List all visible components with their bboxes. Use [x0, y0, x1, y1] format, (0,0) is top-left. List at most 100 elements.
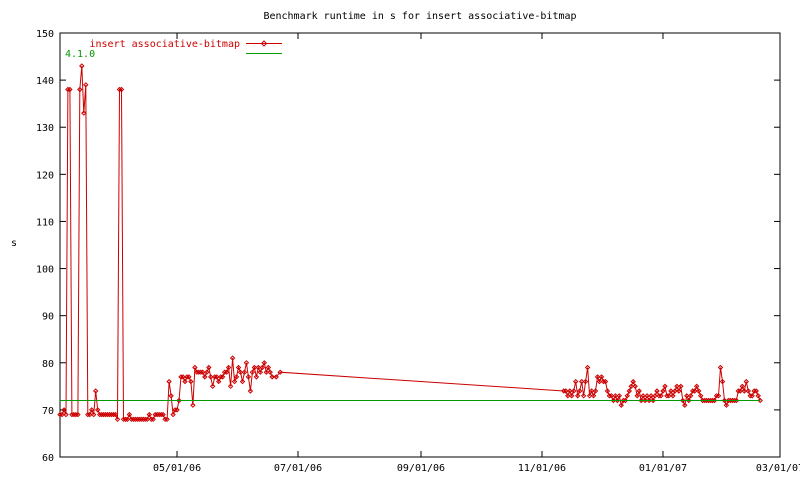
data-point [632, 383, 638, 390]
data-point [176, 397, 182, 404]
data-point [269, 374, 275, 380]
data-point [75, 411, 81, 418]
data-point [596, 378, 603, 385]
data-point [658, 393, 664, 399]
y-tick-label: 70 [42, 406, 54, 417]
data-point [273, 374, 279, 380]
data-point [112, 411, 119, 418]
y-tick-label: 100 [36, 265, 54, 276]
data-point [251, 364, 258, 371]
data-point [723, 402, 730, 408]
data-point [563, 388, 569, 394]
data-point [660, 388, 666, 394]
data-point [63, 411, 69, 418]
x-tick-label: 09/01/06 [397, 463, 445, 474]
data-point [757, 397, 763, 404]
data-point [604, 388, 611, 394]
data-point [124, 416, 131, 423]
data-point [684, 393, 690, 399]
data-point [691, 388, 698, 394]
data-point [612, 393, 619, 399]
data-point [646, 397, 652, 404]
data-point [628, 383, 634, 390]
data-point [717, 364, 724, 371]
data-point [209, 383, 216, 390]
data-point [206, 364, 212, 371]
data-point [580, 393, 587, 399]
data-point [202, 374, 208, 380]
data-point [565, 393, 571, 399]
data-point [61, 407, 67, 413]
y-tick-label: 120 [36, 170, 54, 181]
data-point [648, 393, 654, 399]
data-point [79, 63, 85, 69]
data-point [245, 374, 252, 380]
data-point [638, 397, 644, 404]
data-point [200, 369, 206, 375]
x-tick-label: 01/01/07 [639, 463, 687, 474]
legend-label-4-1-0: 4.1.0 [65, 49, 95, 60]
data-point [166, 378, 172, 385]
data-point [170, 411, 176, 418]
data-point [622, 397, 629, 404]
x-axis: 05/01/06 07/01/06 09/01/06 11/01/06 01/01/07… [153, 33, 800, 474]
data-point [98, 411, 105, 418]
data-point [719, 378, 726, 385]
data-point [134, 416, 141, 423]
data-point [223, 369, 230, 375]
legend-label-insert-associative-bitmap: insert associative-bitmap [89, 39, 240, 50]
data-point [94, 407, 101, 413]
data-point [180, 374, 186, 380]
data-point [265, 364, 272, 371]
data-point [755, 393, 761, 399]
data-point [213, 374, 220, 380]
data-point [83, 82, 89, 88]
data-point [693, 383, 700, 390]
data-point [233, 374, 240, 380]
plot-frame [59, 32, 781, 458]
y-tick-label: 90 [42, 312, 54, 323]
data-point [59, 411, 65, 418]
data-point [640, 393, 646, 399]
legend-marker-insert-associative-bitmap [260, 40, 268, 47]
data-point [636, 388, 642, 394]
data-point [626, 388, 633, 394]
data-point [255, 364, 262, 371]
data-point [190, 402, 196, 408]
data-point [676, 388, 682, 394]
data-point [122, 416, 129, 423]
data-point [588, 388, 595, 394]
data-point [227, 383, 234, 390]
x-tick-label: 11/01/06 [518, 463, 566, 474]
series-line-insert-associative-bitmap [60, 65, 761, 420]
data-point [150, 416, 156, 423]
data-point [174, 407, 180, 413]
data-point [160, 411, 166, 418]
data-point [721, 397, 728, 404]
data-point [219, 374, 226, 380]
data-point [608, 393, 615, 399]
x-tick-label: 05/01/06 [153, 463, 201, 474]
data-point [88, 407, 95, 413]
data-point [715, 393, 722, 399]
data-point [574, 393, 581, 399]
data-point [739, 383, 746, 390]
data-point [614, 397, 621, 404]
data-point [594, 374, 601, 380]
data-point [259, 364, 266, 371]
data-point [144, 416, 151, 423]
series-layer [57, 63, 763, 423]
data-point [215, 378, 222, 385]
data-point [592, 388, 599, 394]
data-point [598, 374, 605, 380]
data-point [697, 393, 704, 399]
data-point [576, 388, 583, 394]
data-point [578, 378, 585, 385]
data-point [616, 393, 623, 399]
data-point [634, 393, 640, 399]
data-point [194, 369, 200, 375]
data-point [261, 360, 268, 366]
y-axis-label: s [11, 238, 17, 249]
data-point [263, 369, 270, 375]
